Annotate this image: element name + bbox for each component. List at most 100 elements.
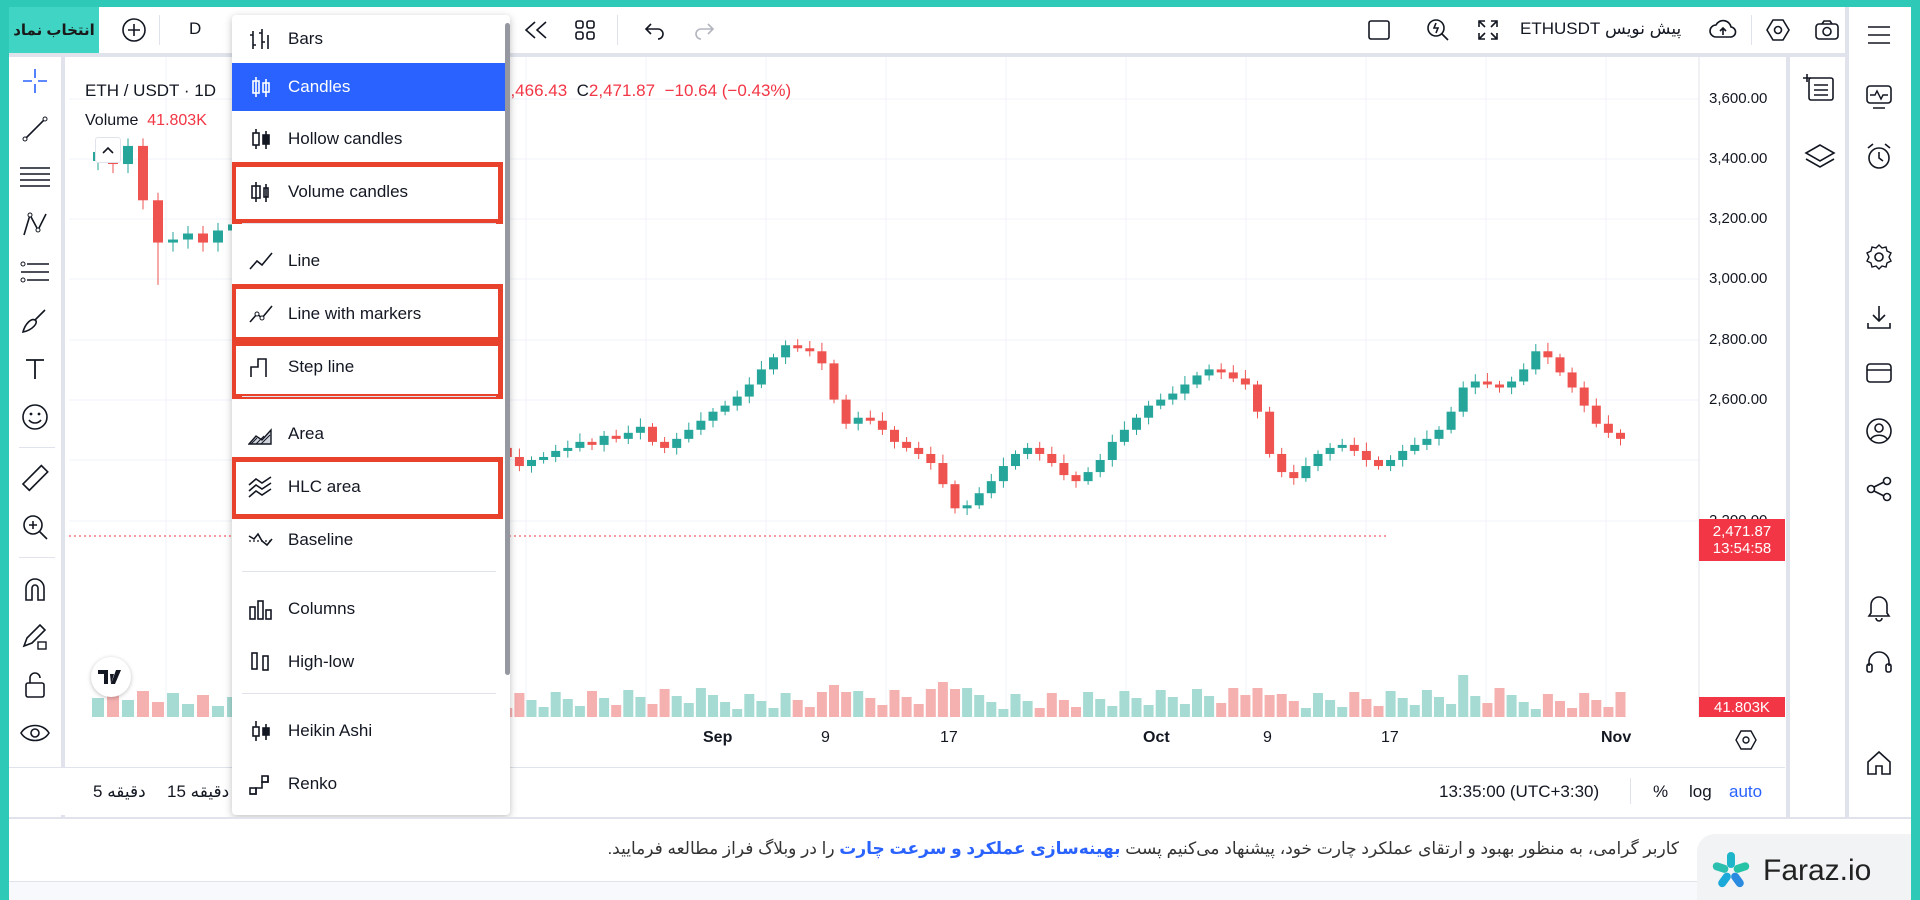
- price-axis-label: 3,000.00: [1709, 270, 1768, 287]
- chart-type-menu: Bars Candles Hollow candles Volume candles L…: [232, 15, 510, 815]
- layers-icon[interactable]: [1800, 137, 1840, 177]
- chart-type-hollow-candles[interactable]: Hollow candles: [232, 115, 506, 163]
- chart-type-label: Renko: [288, 774, 338, 793]
- bell-icon[interactable]: [1859, 587, 1899, 627]
- menu-separator: [242, 571, 496, 572]
- monitor-icon[interactable]: [1859, 77, 1899, 117]
- change-value: −10.64 (−0.43%): [664, 81, 792, 100]
- settings-hex-icon[interactable]: [1759, 11, 1797, 49]
- replay-icon[interactable]: [517, 11, 555, 49]
- add-symbol-icon[interactable]: [115, 11, 153, 49]
- unlock-icon[interactable]: [15, 665, 55, 705]
- chart-type-renko[interactable]: Renko: [232, 760, 506, 808]
- menu-scrollbar[interactable]: [505, 23, 510, 675]
- chart-type-bars[interactable]: Bars: [232, 15, 506, 63]
- gear-icon[interactable]: [1859, 237, 1899, 277]
- percent-toggle[interactable]: %: [1653, 782, 1669, 801]
- redo-icon[interactable]: [685, 11, 723, 49]
- expand-icon[interactable]: [1469, 11, 1507, 49]
- highlight-box: [232, 457, 503, 519]
- fullscreen-square-icon[interactable]: [1360, 11, 1398, 49]
- layout-grid-icon[interactable]: [566, 11, 604, 49]
- tradingview-logo-icon[interactable]: [91, 657, 131, 697]
- card-icon[interactable]: [1859, 353, 1899, 393]
- trend-line-icon[interactable]: [15, 109, 55, 149]
- horizontal-lines-icon[interactable]: [15, 157, 55, 197]
- range-5min[interactable]: 5 دقیقه: [93, 782, 146, 801]
- magnet-icon[interactable]: [15, 569, 55, 609]
- chart-type-label: Area: [288, 424, 324, 443]
- menu-separator: [242, 693, 496, 694]
- fib-icon[interactable]: [15, 253, 55, 293]
- layout-symbol-name: ETHUSDT: [1520, 19, 1601, 38]
- lock-draw-icon[interactable]: [15, 617, 55, 657]
- symbol-search-button[interactable]: انتخاب نماد: [9, 7, 99, 53]
- chart-type-columns[interactable]: Columns: [232, 585, 506, 633]
- bar-countdown: 13:54:58: [1712, 540, 1772, 557]
- chart-type-baseline[interactable]: Baseline: [232, 516, 506, 564]
- menu-separator: [242, 223, 496, 224]
- watchlist-add-icon[interactable]: [1800, 67, 1840, 107]
- chart-type-step-line[interactable]: Step line: [232, 343, 506, 391]
- chart-type-heikin-ashi[interactable]: Heikin Ashi: [232, 707, 506, 755]
- user-icon[interactable]: [1859, 411, 1899, 451]
- area-icon: [244, 420, 278, 448]
- ruler-icon[interactable]: [15, 459, 55, 499]
- share-icon[interactable]: [1859, 469, 1899, 509]
- time-axis-label: Oct: [1143, 729, 1170, 746]
- high-low-icon: [244, 648, 278, 676]
- auto-toggle[interactable]: auto: [1729, 782, 1763, 801]
- brush-icon[interactable]: [15, 301, 55, 341]
- price-axis-label: 3,600.00: [1709, 90, 1768, 107]
- time-axis-label: 17: [1381, 729, 1399, 746]
- notice-link[interactable]: بهینه‌سازی عملکرد و سرعت چارت: [839, 839, 1121, 858]
- drawing-toolbar: [9, 57, 65, 817]
- chart-type-hlc-area[interactable]: HLC area: [232, 463, 506, 511]
- chart-type-area[interactable]: Area: [232, 410, 506, 458]
- highlight-box: [232, 337, 503, 399]
- clock-timezone[interactable]: 13:35:00 (UTC+3:30): [1439, 782, 1600, 801]
- legend-volume[interactable]: Volume 41.803K: [85, 112, 207, 130]
- baseline-icon: [244, 526, 278, 554]
- step-line-icon: [244, 353, 278, 381]
- pattern-icon[interactable]: [15, 205, 55, 245]
- menu-icon[interactable]: [1859, 15, 1899, 55]
- emoji-icon[interactable]: [15, 397, 55, 437]
- time-axis-label: 9: [1263, 729, 1272, 746]
- close-value: 2,471.87: [588, 81, 656, 100]
- menu-separator: [242, 396, 496, 397]
- headset-icon[interactable]: [1859, 643, 1899, 683]
- cloud-save-icon[interactable]: [1704, 11, 1742, 49]
- time-axis-label: 9: [821, 729, 830, 746]
- chart-type-candles[interactable]: Candles: [232, 63, 506, 111]
- chart-type-line[interactable]: Line: [232, 237, 506, 285]
- notice-text-before: کاربر گرامی، به منظور بهبود و ارتقای عمل…: [1120, 839, 1679, 858]
- text-tool-icon[interactable]: [15, 349, 55, 389]
- legend-ohlc: 2,466.43 C2,471.87 −10.64 (−0.43%): [501, 81, 791, 101]
- crosshair-icon[interactable]: [15, 61, 55, 101]
- notice-text-after: را در وبلاگ فراز مطالعه فرمایید.: [607, 839, 840, 858]
- range-15min[interactable]: 15 دقیقه: [167, 782, 230, 801]
- layout-name[interactable]: پیش نویس ETHUSDT: [1520, 19, 1681, 39]
- volume-candles-icon: [244, 178, 278, 206]
- camera-icon[interactable]: [1808, 11, 1846, 49]
- undo-icon[interactable]: [636, 11, 674, 49]
- chart-type-high-low[interactable]: High-low: [232, 638, 506, 686]
- time-axis-settings-icon[interactable]: [1735, 729, 1757, 756]
- download-icon[interactable]: [1859, 297, 1899, 337]
- collapse-legend-icon[interactable]: [95, 137, 121, 163]
- quick-search-icon[interactable]: [1419, 11, 1457, 49]
- zoom-in-icon[interactable]: [15, 507, 55, 547]
- visibility-icon[interactable]: [15, 713, 55, 753]
- home-icon[interactable]: [1859, 743, 1899, 783]
- chart-type-volume-candles[interactable]: Volume candles: [232, 168, 506, 216]
- alarm-icon[interactable]: [1859, 137, 1899, 177]
- legend-symbol[interactable]: ETH / USDT · 1D: [85, 81, 216, 101]
- highlight-box: [232, 162, 503, 224]
- interval-button[interactable]: D: [189, 19, 202, 38]
- log-toggle[interactable]: log: [1689, 782, 1712, 801]
- chart-type-label: Line: [288, 251, 321, 270]
- candles-icon: [244, 73, 278, 101]
- chart-type-line-markers[interactable]: Line with markers: [232, 290, 506, 338]
- renko-icon: [244, 770, 278, 798]
